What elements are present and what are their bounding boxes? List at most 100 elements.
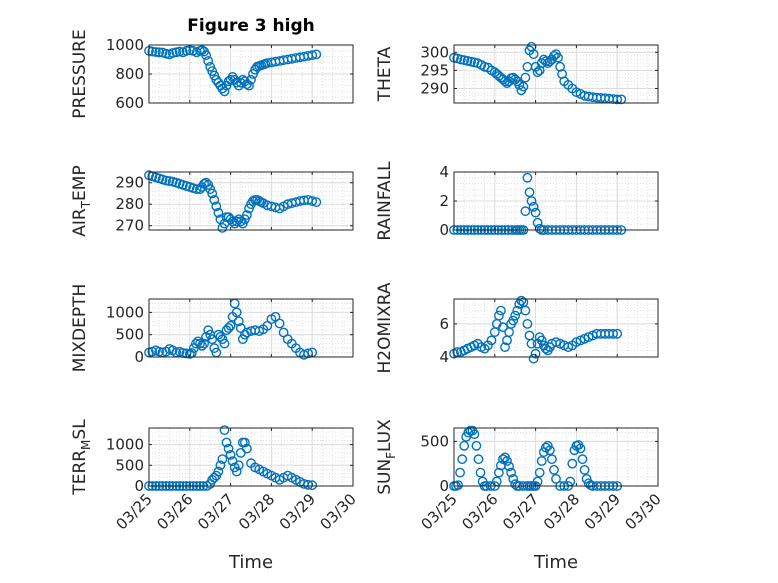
data-point: [241, 210, 252, 220]
data-point: [549, 464, 559, 475]
data-point: [221, 437, 232, 448]
y-tick-label: 280: [115, 195, 144, 213]
x-tick-label: 03/29: [276, 490, 319, 533]
data-point: [462, 56, 473, 66]
y-tick-label: 300: [420, 43, 449, 61]
data-point: [608, 328, 618, 339]
data-point: [500, 342, 510, 352]
x-tick-label: 03/30: [317, 490, 360, 533]
data-point: [612, 94, 623, 105]
x-tick-label: 03/27: [499, 490, 542, 533]
data-point: [209, 343, 220, 353]
data-point: [181, 348, 192, 359]
subplot-3: 270 280 290 AIRTEMP: [70, 165, 354, 237]
data-point: [518, 81, 529, 92]
data-point: [213, 207, 224, 218]
data-point: [231, 466, 242, 477]
data-point: [616, 94, 627, 105]
data-point: [504, 461, 514, 472]
data-point: [475, 467, 486, 478]
data-point: [197, 340, 207, 351]
data-point: [553, 52, 563, 63]
data-point: [211, 201, 222, 212]
data-point: [502, 456, 512, 466]
data-point: [536, 456, 547, 466]
data-series: [144, 298, 318, 360]
y-tick-label: 0: [134, 477, 144, 495]
x-tick-label: 03/28: [235, 490, 278, 533]
data-point: [207, 188, 218, 199]
data-series: [449, 41, 627, 105]
axes-box: [148, 298, 354, 358]
data-point: [547, 454, 557, 465]
y-tick-label: 270: [115, 217, 144, 235]
data-point: [532, 67, 543, 78]
data-point: [542, 440, 553, 451]
data-point: [307, 196, 318, 206]
data-point: [147, 46, 158, 57]
data-point: [459, 440, 470, 451]
data-point: [167, 48, 178, 58]
data-point: [520, 206, 531, 217]
y-axis-label: TERRMSL: [70, 419, 93, 496]
y-tick-label: 0: [439, 477, 449, 495]
y-tick-label: 4: [439, 348, 449, 366]
data-point: [493, 467, 504, 478]
data-point: [526, 338, 537, 349]
x-tick-label: 03/26: [153, 490, 196, 533]
data-series: [144, 45, 322, 97]
data-point: [150, 47, 161, 57]
x-tick-label: 03/26: [458, 490, 501, 533]
y-tick-label: 0: [439, 221, 449, 239]
data-point: [534, 467, 545, 478]
data-point: [510, 310, 521, 321]
y-tick-label: 600: [115, 94, 144, 112]
y-axis-label: AIRTEMP: [70, 165, 93, 236]
data-point: [551, 473, 561, 484]
y-tick-label: 290: [420, 80, 449, 98]
data-point: [199, 338, 210, 349]
y-tick-label: 500: [115, 326, 144, 344]
x-tick-label: 03/29: [581, 490, 624, 533]
data-point: [241, 443, 252, 454]
data-point: [219, 86, 230, 97]
data-point: [508, 473, 519, 484]
y-axis-label: RAINFALL: [375, 161, 395, 241]
data-point: [231, 307, 242, 318]
data-point: [225, 320, 236, 331]
data-point: [471, 440, 482, 451]
data-point: [575, 443, 586, 454]
y-axis-label: THETA: [375, 46, 395, 102]
data-point: [520, 72, 531, 83]
data-point: [307, 480, 318, 491]
data-point: [479, 343, 490, 354]
data-point: [213, 466, 224, 477]
subplot-1: 600 800 1000 PRESSURE: [70, 29, 354, 119]
y-tick-label: 1000: [106, 36, 144, 54]
data-point: [579, 464, 590, 475]
y-tick-label: 290: [115, 174, 144, 192]
data-point: [540, 56, 551, 67]
data-point: [455, 467, 465, 478]
data-point: [532, 217, 543, 228]
data-point: [191, 184, 202, 195]
data-point: [530, 348, 541, 359]
x-axis-label: Time: [533, 552, 578, 573]
data-point: [239, 437, 250, 448]
data-point: [536, 335, 547, 346]
x-tick-label: 03/27: [194, 490, 237, 533]
data-point: [498, 322, 508, 333]
data-point: [486, 335, 497, 346]
figure-title: Figure 3 high: [187, 16, 315, 36]
data-point: [522, 172, 533, 183]
data-series: [144, 425, 318, 491]
data-point: [203, 56, 214, 66]
data-point: [223, 323, 234, 333]
axes-box: [453, 427, 659, 487]
y-tick-label: 500: [420, 432, 449, 450]
data-point: [516, 295, 527, 306]
data-point: [235, 77, 246, 88]
y-axis-label: H2OMIXRA: [375, 282, 395, 373]
data-point: [522, 318, 533, 329]
